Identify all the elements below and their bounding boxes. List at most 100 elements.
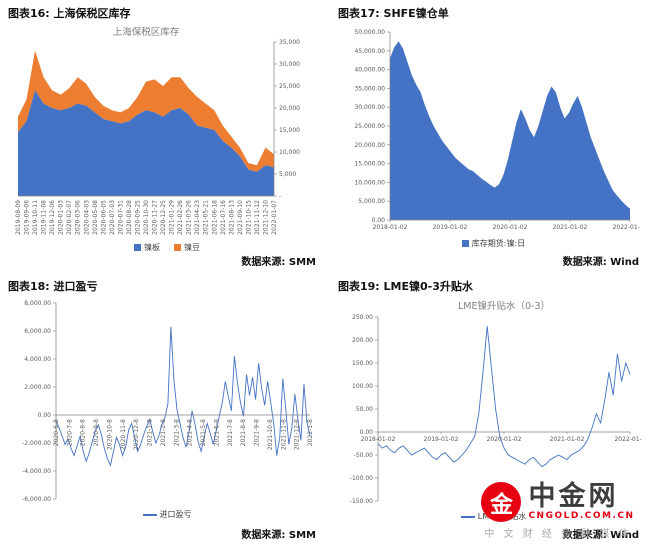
svg-text:30,000: 30,000 <box>279 61 300 68</box>
chart-16-source: 数据来源: SMM <box>241 253 316 268</box>
source-value: Wind <box>610 257 639 268</box>
svg-text:2021-11-8: 2021-11-8 <box>280 419 287 450</box>
svg-text:2021-04-23: 2021-04-23 <box>194 200 201 235</box>
svg-text:-50.00: -50.00 <box>354 452 374 459</box>
svg-text:2021-01-02: 2021-01-02 <box>550 436 585 443</box>
brand-name: 中金网 <box>528 481 619 513</box>
panel-chart-16: 图表16: 上海保税区库存 35,000 30,000 25,000 20,000 15… <box>0 0 330 273</box>
svg-text:2021-01-29: 2021-01-29 <box>169 200 176 235</box>
svg-text:200.00: 200.00 <box>352 337 373 344</box>
chart-17-source: 数据来源: Wind <box>563 253 639 268</box>
source-label: 数据来源: <box>241 257 286 268</box>
source-value: SMM <box>288 257 316 268</box>
watermark-brand-row: 金 中金网 CNGOLD.COM.CN <box>468 482 648 522</box>
svg-text:5,000: 5,000 <box>279 171 296 178</box>
svg-text:2021-08-13: 2021-08-13 <box>228 200 235 235</box>
svg-text:4,000.00: 4,000.00 <box>24 356 51 363</box>
svg-text:15,000.00: 15,000.00 <box>354 161 385 168</box>
svg-text:2,000.00: 2,000.00 <box>24 384 51 391</box>
svg-text:2020-04-03: 2020-04-03 <box>83 200 90 235</box>
svg-text:2022-1-8: 2022-1-8 <box>307 419 314 446</box>
chart-18-header: 图表18: 进口盈亏 <box>8 280 98 293</box>
svg-text:2019-01-02: 2019-01-02 <box>433 224 468 231</box>
svg-text:2021-09-10: 2021-09-10 <box>237 200 244 235</box>
svg-text:LME镍升贴水（0-3）: LME镍升贴水（0-3） <box>458 300 550 312</box>
svg-text:50.00: 50.00 <box>356 406 373 413</box>
svg-text:0.00: 0.00 <box>38 412 52 419</box>
svg-text:2021-12-8: 2021-12-8 <box>294 419 301 450</box>
brand-tagline: 中 文 财 经 金 融 媒 体 <box>484 529 632 540</box>
chart-svg: 50,000.00 45,000.00 40,000.00 35,000.00 30,0… <box>354 29 647 231</box>
svg-text:2021-4-8: 2021-4-8 <box>187 419 194 446</box>
svg-text:5,000.00: 5,000.00 <box>358 198 385 205</box>
chart-16-legend: 镍板 镍豆 <box>8 242 326 253</box>
chart-17-legend: 库存期货:镍:日 <box>338 238 649 249</box>
svg-text:2021-3-8: 2021-3-8 <box>173 419 180 446</box>
svg-text:35,000: 35,000 <box>279 39 300 46</box>
svg-text:2020-03-06: 2020-03-06 <box>75 200 82 235</box>
svg-text:45,000.00: 45,000.00 <box>354 48 385 55</box>
chart-svg: 250.00 200.00 150.00 100.00 50.00 0.00 -50.00 -… <box>350 300 646 505</box>
chart-18-source: 数据来源: SMM <box>241 526 316 541</box>
svg-text:2021-10-8: 2021-10-8 <box>267 419 274 450</box>
svg-text:20,000: 20,000 <box>279 105 300 112</box>
svg-text:2021-12-10: 2021-12-10 <box>262 200 269 235</box>
svg-text:2018-01-02: 2018-01-02 <box>361 436 396 443</box>
chart-18-legend: 进口盈亏 <box>8 509 326 520</box>
svg-text:2021-11-12: 2021-11-12 <box>254 200 261 235</box>
svg-text:35,000.00: 35,000.00 <box>354 85 385 92</box>
panel-chart-17: 图表17: SHFE镍仓单 50,000.00 45,000.00 40,000.0… <box>330 0 653 273</box>
brand-domain: CNGOLD.COM.CN <box>528 510 635 521</box>
svg-text:50,000.00: 50,000.00 <box>354 29 385 36</box>
svg-text:2019-01-02: 2019-01-02 <box>424 436 459 443</box>
svg-text:10,000: 10,000 <box>279 149 300 156</box>
svg-text:2021-05-21: 2021-05-21 <box>203 200 210 235</box>
svg-text:0.00: 0.00 <box>360 429 374 436</box>
chart-19-source: 数据来源: Wind <box>563 526 639 541</box>
svg-text:2020-01-02: 2020-01-02 <box>493 224 528 231</box>
svg-text:2019-08-09: 2019-08-09 <box>15 200 22 235</box>
svg-text:20,000.00: 20,000.00 <box>354 142 385 149</box>
svg-text:10,000.00: 10,000.00 <box>354 179 385 186</box>
svg-text:2020-07-31: 2020-07-31 <box>117 200 124 235</box>
legend-label: 进口盈亏 <box>159 510 192 519</box>
svg-text:-2,000.00: -2,000.00 <box>22 440 51 447</box>
svg-text:2020-08-28: 2020-08-28 <box>126 200 133 235</box>
svg-text:2021-2-8: 2021-2-8 <box>160 419 167 446</box>
svg-text:2020-07-03: 2020-07-03 <box>109 200 116 235</box>
svg-text:100.00: 100.00 <box>352 383 373 390</box>
svg-text:2020-01-03: 2020-01-03 <box>58 200 65 235</box>
panel-chart-19: 图表19: LME镍0-3升贴水 250.00 200.00 150.00 100.0… <box>330 273 653 546</box>
legend-item: 库存期货:镍:日 <box>461 238 525 249</box>
svg-text:2020-10-30: 2020-10-30 <box>143 200 150 235</box>
svg-text:25,000: 25,000 <box>279 83 300 90</box>
svg-text:15,000: 15,000 <box>279 127 300 134</box>
svg-text:2020-6-8: 2020-6-8 <box>53 419 60 446</box>
shfe-nickel-warrants-chart: 50,000.00 45,000.00 40,000.00 35,000.00 30,0… <box>338 22 649 238</box>
svg-text:2020-7-8: 2020-7-8 <box>66 419 73 446</box>
svg-text:2021-8-8: 2021-8-8 <box>240 419 247 446</box>
chart-19-header: 图表19: LME镍0-3升贴水 <box>338 280 473 293</box>
svg-text:2020-09-25: 2020-09-25 <box>134 200 141 235</box>
legend-swatch-icon <box>460 515 475 518</box>
legend-label: 镍板 <box>144 243 160 252</box>
svg-text:2019-09-06: 2019-09-06 <box>24 200 31 235</box>
source-value: SMM <box>288 530 316 541</box>
source-value: Wind <box>610 530 639 541</box>
svg-text:2021-03-26: 2021-03-26 <box>186 200 193 235</box>
svg-text:-100.00: -100.00 <box>350 475 373 482</box>
svg-text:2021-10-15: 2021-10-15 <box>245 200 252 235</box>
chart-svg: 8,000.00 6,000.00 4,000.00 2,000.00 0.00 -2,0… <box>22 300 314 503</box>
legend-item: 进口盈亏 <box>142 509 192 520</box>
svg-text:2020-12-8: 2020-12-8 <box>133 419 140 450</box>
legend-item: 镍板 <box>134 242 160 253</box>
svg-text:250.00: 250.00 <box>352 314 373 321</box>
svg-text:2020-06-05: 2020-06-05 <box>100 200 107 235</box>
chart-16-header: 图表16: 上海保税区库存 <box>8 7 131 20</box>
svg-text:2020-11-8: 2020-11-8 <box>120 419 127 450</box>
svg-text:2020-12-25: 2020-12-25 <box>160 200 167 235</box>
svg-text:2021-01-02: 2021-01-02 <box>553 224 588 231</box>
svg-text:上海保税区库存: 上海保税区库存 <box>113 26 180 38</box>
svg-text:2021-02-26: 2021-02-26 <box>177 200 184 235</box>
